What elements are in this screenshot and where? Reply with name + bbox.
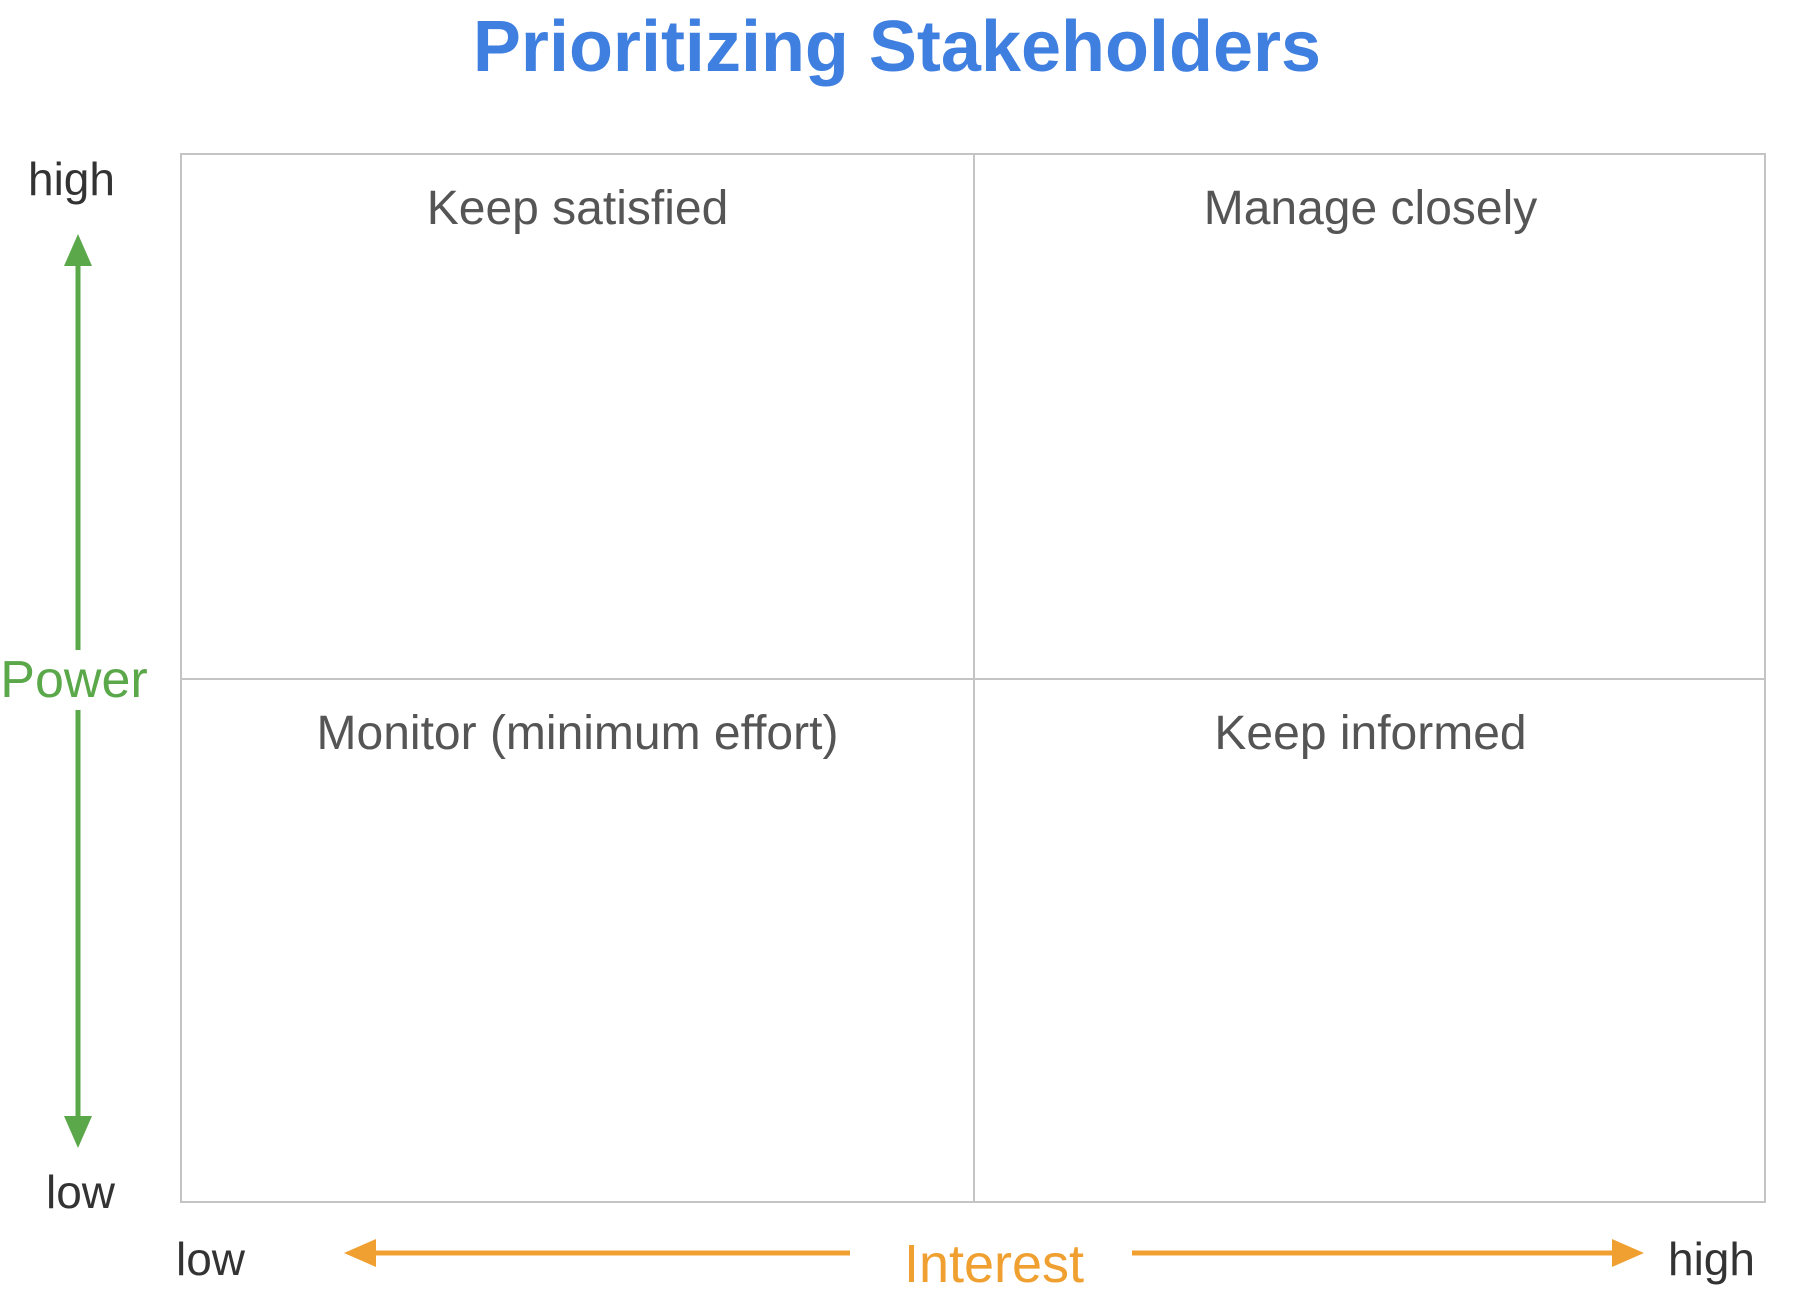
quadrant-keep-informed: Keep informed — [975, 680, 1766, 1203]
quadrant-monitor: Monitor (minimum effort) — [182, 680, 973, 1203]
interest-axis-label: Interest — [868, 1233, 1120, 1295]
quadrant-keep-satisfied: Keep satisfied — [182, 155, 973, 678]
quadrant-label: Manage closely — [1203, 182, 1538, 235]
power-axis-label: Power — [0, 650, 164, 710]
quadrant-manage-closely: Manage closely — [975, 155, 1766, 678]
interest-axis-arrow — [344, 1239, 1644, 1267]
quadrant-label: Monitor (minimum effort) — [316, 707, 839, 760]
stakeholder-matrix: Keep satisfied Manage closely Monitor (m… — [180, 153, 1766, 1203]
power-high-label: high — [28, 153, 115, 205]
power-low-label: low — [46, 1166, 116, 1218]
matrix-horizontal-divider — [182, 678, 1764, 680]
quadrant-label: Keep informed — [1214, 707, 1527, 760]
quadrant-label: Keep satisfied — [426, 182, 729, 235]
interest-low-label: low — [176, 1233, 246, 1285]
interest-high-label: high — [1668, 1233, 1755, 1285]
diagram-title: Prioritizing Stakeholders — [472, 7, 1322, 87]
